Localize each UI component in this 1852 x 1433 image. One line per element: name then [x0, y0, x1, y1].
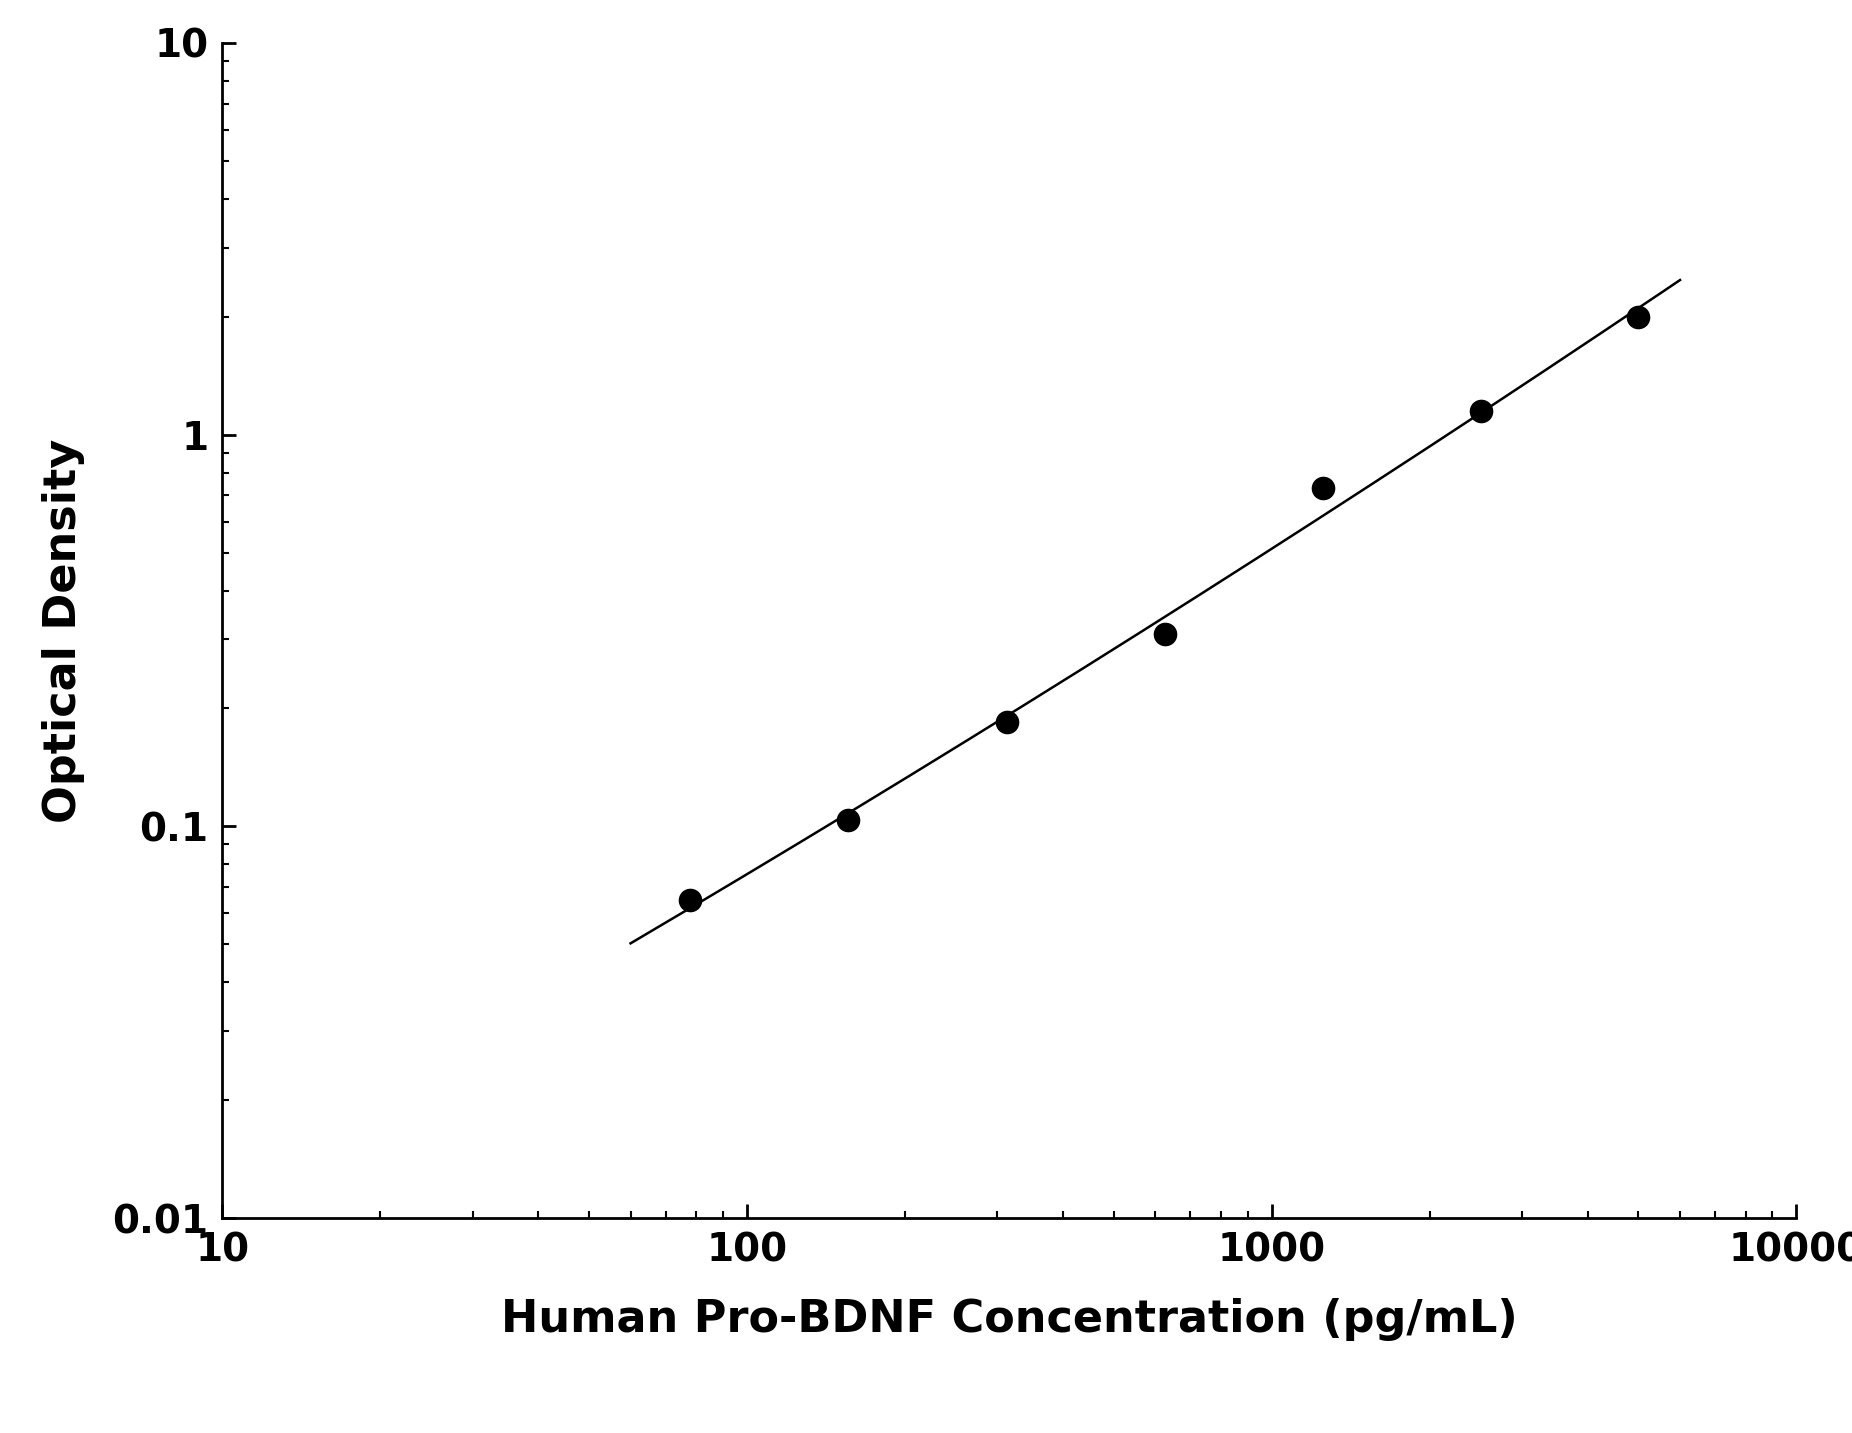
Point [1308, 477, 1337, 500]
Point [833, 808, 863, 831]
X-axis label: Human Pro-BDNF Concentration (pg/mL): Human Pro-BDNF Concentration (pg/mL) [500, 1298, 1519, 1341]
Y-axis label: Optical Density: Optical Density [41, 438, 85, 823]
Point [1624, 305, 1654, 328]
Point [676, 888, 706, 911]
Point [1150, 622, 1180, 645]
Point [1465, 400, 1495, 423]
Point [993, 711, 1022, 734]
